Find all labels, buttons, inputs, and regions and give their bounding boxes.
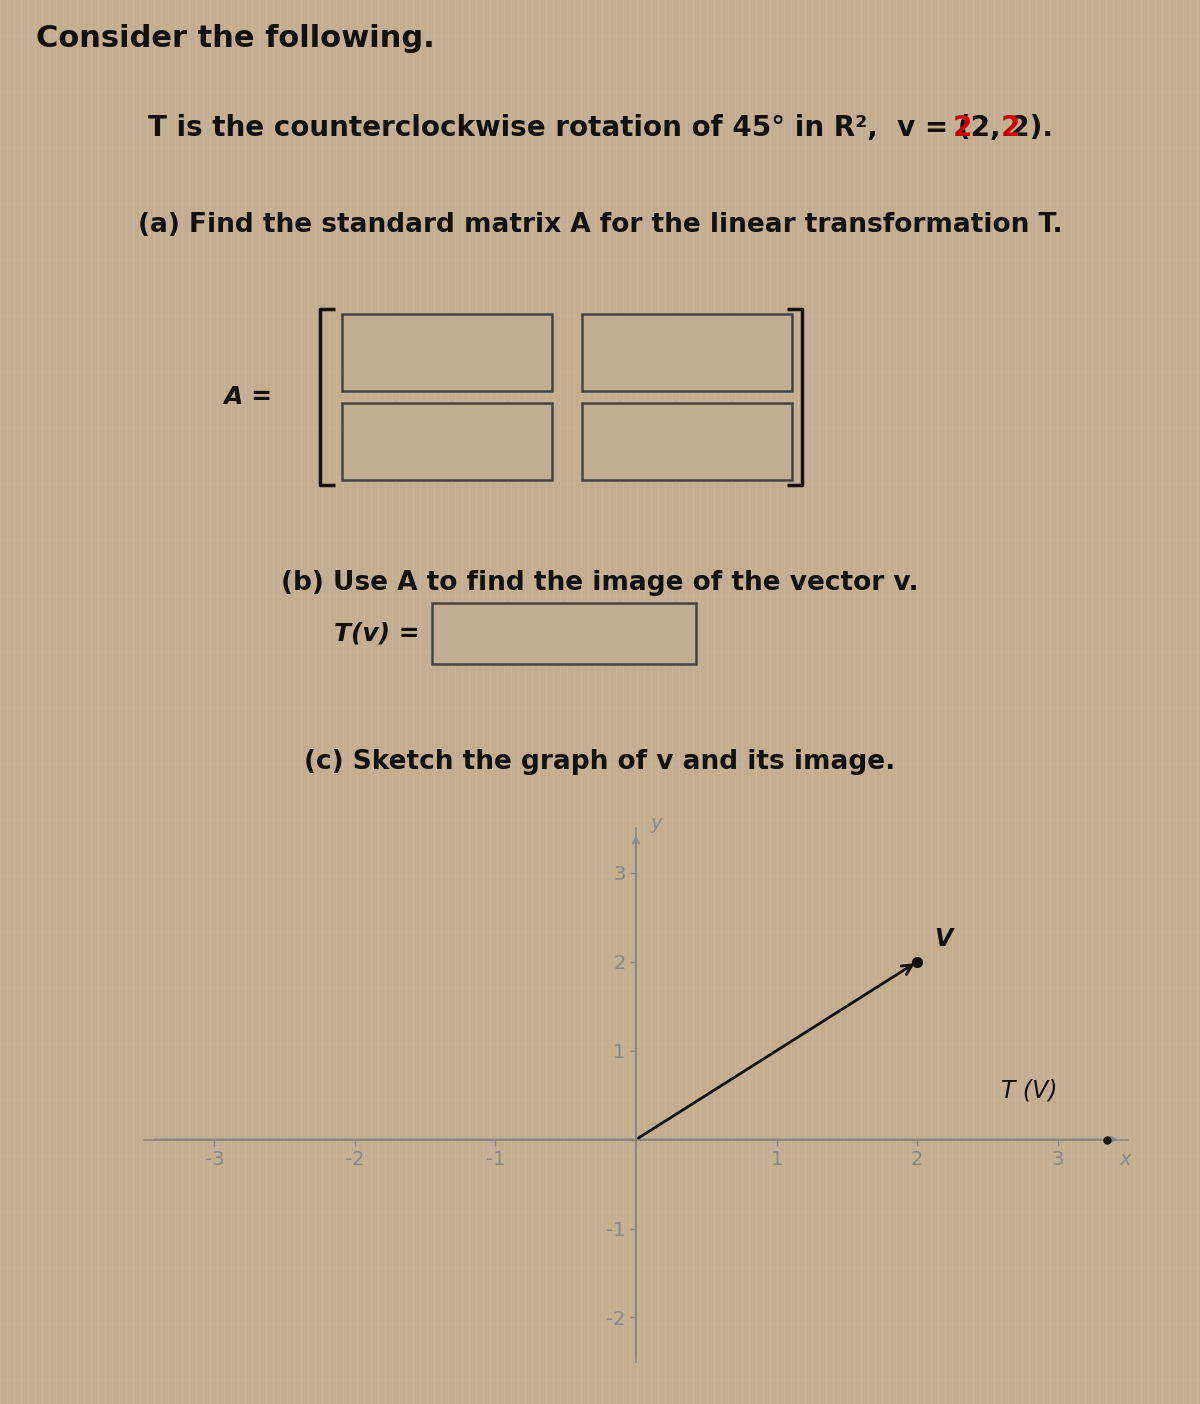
Text: T is the counterclockwise rotation of 45° in R²,  v = (2, 2).: T is the counterclockwise rotation of 45… [148, 114, 1052, 142]
Text: y: y [650, 814, 661, 833]
FancyBboxPatch shape [342, 403, 552, 480]
Text: x: x [1120, 1150, 1130, 1170]
FancyBboxPatch shape [432, 602, 696, 664]
Text: T (V): T (V) [1002, 1078, 1058, 1102]
Text: T(v) =: T(v) = [335, 621, 420, 644]
FancyBboxPatch shape [582, 403, 792, 480]
FancyBboxPatch shape [582, 313, 792, 390]
FancyBboxPatch shape [342, 313, 552, 390]
Text: (b) Use A to find the image of the vector v.: (b) Use A to find the image of the vecto… [281, 570, 919, 597]
Text: V: V [934, 927, 953, 951]
Text: A =: A = [223, 385, 272, 409]
Text: (c) Sketch the graph of v and its image.: (c) Sketch the graph of v and its image. [305, 750, 895, 775]
Text: 2: 2 [953, 114, 972, 142]
Text: Consider the following.: Consider the following. [36, 24, 434, 53]
Text: 2: 2 [1001, 114, 1020, 142]
Text: (a) Find the standard matrix A for the linear transformation T.: (a) Find the standard matrix A for the l… [138, 212, 1062, 237]
